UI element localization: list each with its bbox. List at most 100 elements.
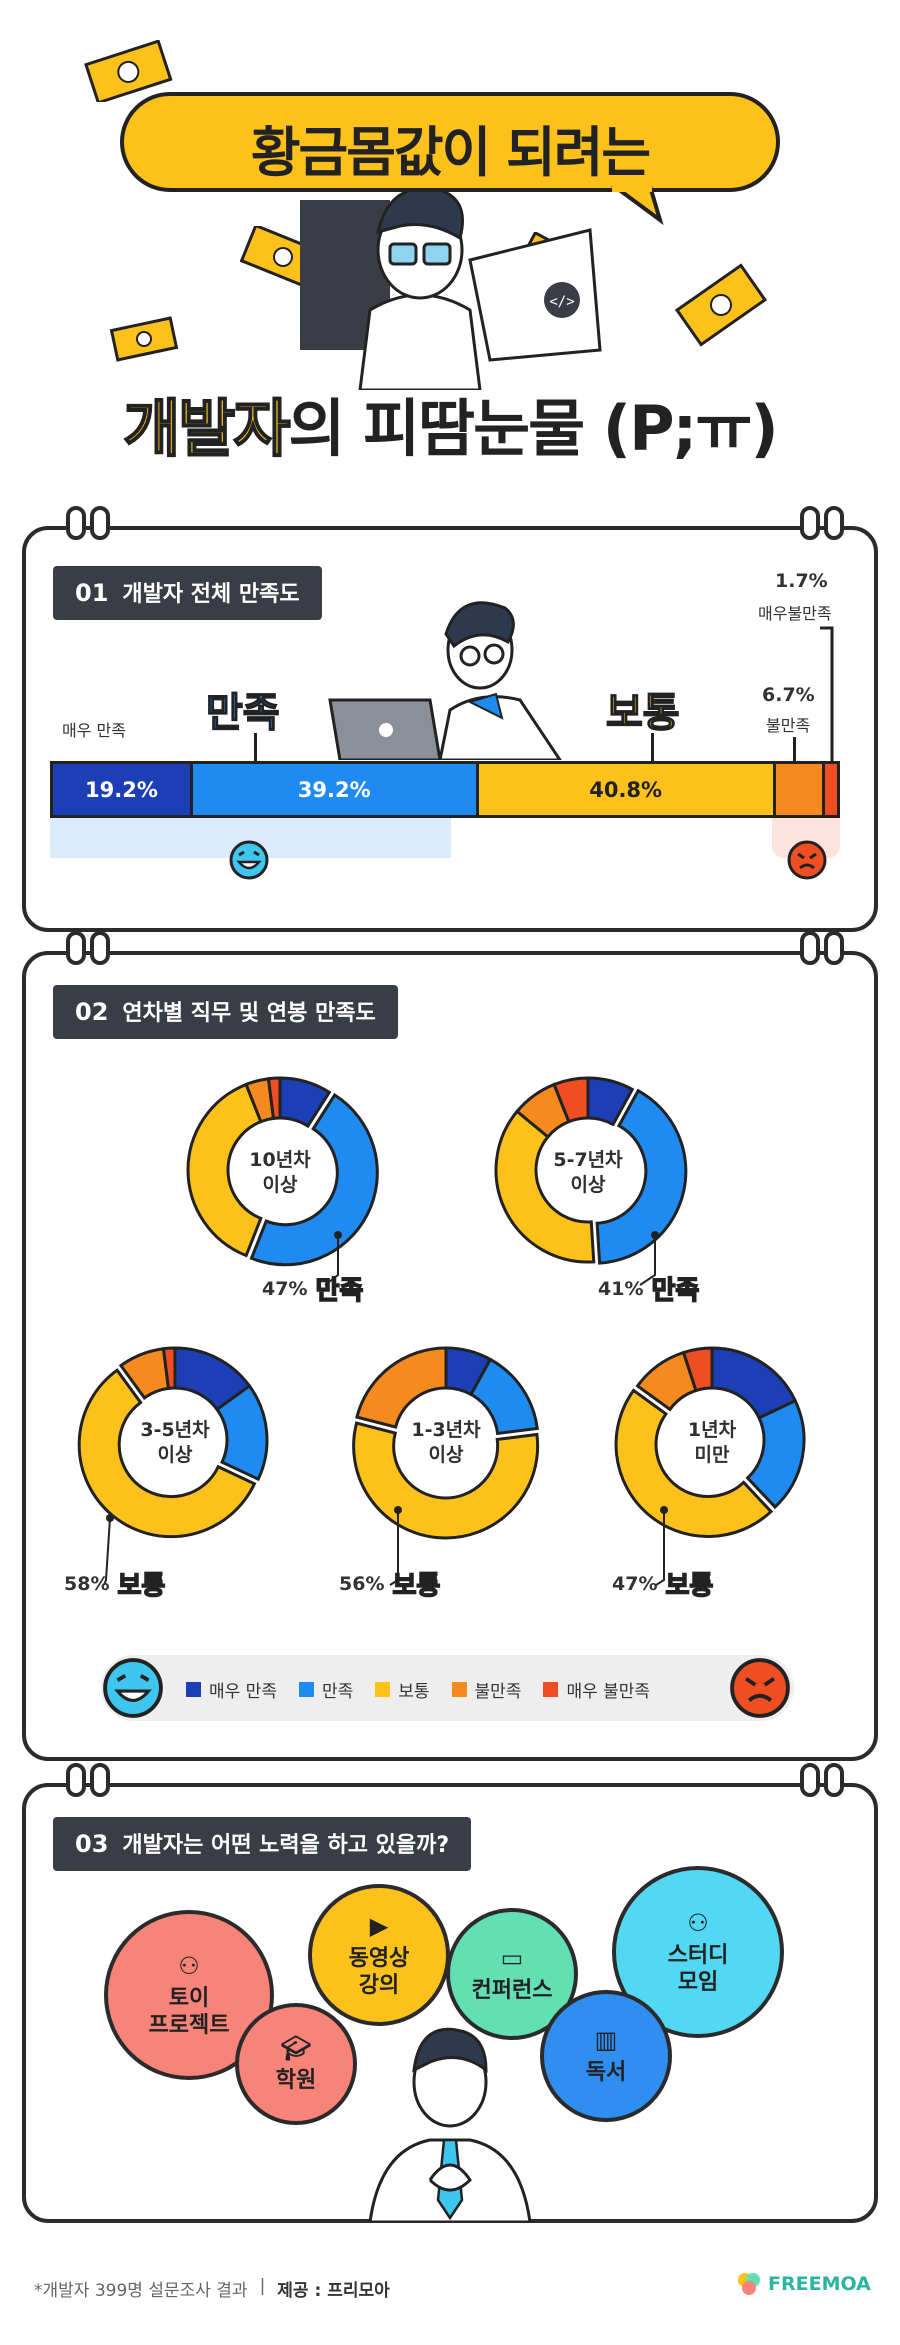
donut-segment bbox=[494, 1109, 596, 1264]
binder-ring bbox=[90, 506, 110, 540]
callout-dot bbox=[651, 1231, 659, 1239]
donut-center-label: 1년차 미만 bbox=[687, 1419, 737, 1466]
donut-segment bbox=[266, 1076, 282, 1121]
legend-item: 매우 만족 bbox=[186, 1677, 277, 1702]
binder-ring bbox=[824, 931, 844, 965]
binder-ring bbox=[66, 506, 86, 540]
donut-callout: 58% 보통 bbox=[64, 1570, 166, 1602]
angry-face-icon bbox=[730, 1658, 790, 1718]
code-icon: </> bbox=[549, 294, 574, 310]
donut-segment bbox=[745, 1398, 806, 1510]
donut-segment bbox=[614, 1388, 774, 1538]
title-emoticon: (P;ㅠ) bbox=[602, 392, 779, 465]
legend bbox=[101, 1655, 794, 1721]
section2-title: 연차별 직무 및 연봉 만족도 bbox=[122, 1001, 376, 1026]
freemoa-logo-icon bbox=[738, 2273, 760, 2295]
bar-segment: 39.2% bbox=[192, 764, 479, 815]
group-icon: ⚇ bbox=[687, 1908, 709, 1937]
section3-tab: 03 개발자는 어떤 노력을 하고 있을까? bbox=[53, 1817, 472, 1871]
bar-segment bbox=[824, 764, 837, 815]
section1-num: 01 bbox=[75, 579, 109, 607]
binder-ring bbox=[824, 506, 844, 540]
donut-segment bbox=[249, 1092, 379, 1267]
satisfaction-bar: 19.2% 39.2% 40.8% bbox=[50, 761, 840, 818]
video-icon: ▶ bbox=[369, 1911, 389, 1940]
donut-center-label: 10년차 이상 bbox=[249, 1149, 311, 1196]
callout-dot bbox=[334, 1231, 342, 1239]
callout-line bbox=[324, 1235, 339, 1286]
section2-num: 02 bbox=[75, 998, 109, 1026]
binder-ring bbox=[66, 931, 86, 965]
donut-callout: 47% 보통 bbox=[612, 1570, 714, 1602]
bubble-reading: ▥ 독서 bbox=[540, 1990, 672, 2122]
title-rest: 의 피땀눈물 bbox=[288, 392, 585, 465]
label-normal: 보통 bbox=[605, 689, 680, 737]
donut-segment bbox=[278, 1076, 332, 1129]
label-very-satisfied: 매우 만족 bbox=[62, 721, 126, 740]
people-icon: ⚇ bbox=[178, 1951, 200, 1980]
donut-segment bbox=[681, 1346, 714, 1393]
pointer-line bbox=[820, 626, 834, 761]
donut-segment bbox=[186, 1082, 263, 1258]
main-title-line1: 황금몸값이 되려는 bbox=[250, 121, 651, 184]
donut-callout: 47% 만족 bbox=[262, 1275, 364, 1307]
binder-ring bbox=[800, 1763, 820, 1797]
binder-ring bbox=[824, 1763, 844, 1797]
donut-segment bbox=[355, 1346, 448, 1429]
bar-segment: 19.2% bbox=[53, 764, 193, 815]
money-bill-icon bbox=[674, 263, 768, 347]
footer-note: *개발자 399명 설문조사 결과 | 제공 : 프리모아 bbox=[34, 2276, 390, 2301]
callout-line bbox=[639, 1235, 656, 1286]
donut-callout: 41% 만족 bbox=[598, 1275, 700, 1307]
donut-center-label: 3-5년차 이상 bbox=[140, 1419, 210, 1466]
label-very-dissatisfied: 매우불만족 bbox=[758, 604, 832, 623]
book-icon: ▥ bbox=[594, 2026, 618, 2055]
donut-segment bbox=[552, 1076, 590, 1124]
pointer-line bbox=[651, 733, 654, 761]
graduation-cap-icon: 🎓︎ bbox=[280, 2034, 312, 2063]
callout-dot bbox=[660, 1506, 668, 1514]
section3-num: 03 bbox=[75, 1830, 109, 1858]
title-bubble bbox=[120, 92, 780, 192]
donut-segment bbox=[595, 1088, 688, 1265]
binder-ring bbox=[90, 931, 110, 965]
bar-segment: 40.8% bbox=[478, 764, 776, 815]
donut-charts bbox=[77, 1076, 806, 1586]
donut-segment bbox=[161, 1346, 177, 1391]
donut-center-label: 1-3년차 이상 bbox=[411, 1419, 481, 1466]
callout-dot bbox=[394, 1506, 402, 1514]
binder-ring bbox=[800, 931, 820, 965]
bubble-academy: 🎓︎ 학원 bbox=[235, 2003, 357, 2125]
binder-ring bbox=[66, 1763, 86, 1797]
binder-ring bbox=[90, 1763, 110, 1797]
pointer-line bbox=[254, 733, 257, 761]
legend-item: 불만족 bbox=[451, 1677, 521, 1702]
section2-tab: 02 연차별 직무 및 연봉 만족도 bbox=[53, 985, 398, 1039]
callout-line bbox=[389, 1510, 399, 1586]
money-bill-icon bbox=[109, 316, 179, 362]
angry-face-icon bbox=[787, 840, 827, 880]
callout-line bbox=[103, 1517, 111, 1586]
screen-icon: ▭ bbox=[500, 1944, 524, 1973]
label-very-dissatisfied-pct: 1.7% bbox=[775, 570, 828, 592]
donut-segment bbox=[77, 1368, 257, 1539]
legend-item: 매우 불만족 bbox=[543, 1677, 650, 1702]
label-dissatisfied: 불만족 bbox=[766, 716, 811, 735]
binder-ring bbox=[800, 506, 820, 540]
bar-segment bbox=[775, 764, 825, 815]
section3-title: 개발자는 어떤 노력을 하고 있을까? bbox=[122, 1833, 450, 1858]
legend-item: 보통 bbox=[375, 1677, 430, 1702]
donut-segment bbox=[469, 1357, 539, 1436]
businessman-illustration bbox=[368, 2027, 532, 2222]
donut-segment bbox=[586, 1076, 635, 1127]
happy-face-icon bbox=[229, 840, 269, 880]
laptop-developer-illustration bbox=[328, 601, 562, 760]
legend-items: 매우 만족 만족 보통 불만족 매우 불만족 bbox=[186, 1677, 650, 1702]
title-highlight: 개발자 bbox=[122, 391, 291, 466]
donut-segment bbox=[214, 1383, 269, 1482]
donut-center-label: 5-7년차 이상 bbox=[553, 1149, 623, 1196]
brand-logo: FREEMOA bbox=[736, 2271, 871, 2297]
developer-illustration: </> bbox=[300, 186, 602, 390]
money-bill-icon bbox=[84, 40, 173, 102]
main-title-line2: 개발자의 피땀눈물 (P;ㅠ) bbox=[0, 378, 900, 468]
